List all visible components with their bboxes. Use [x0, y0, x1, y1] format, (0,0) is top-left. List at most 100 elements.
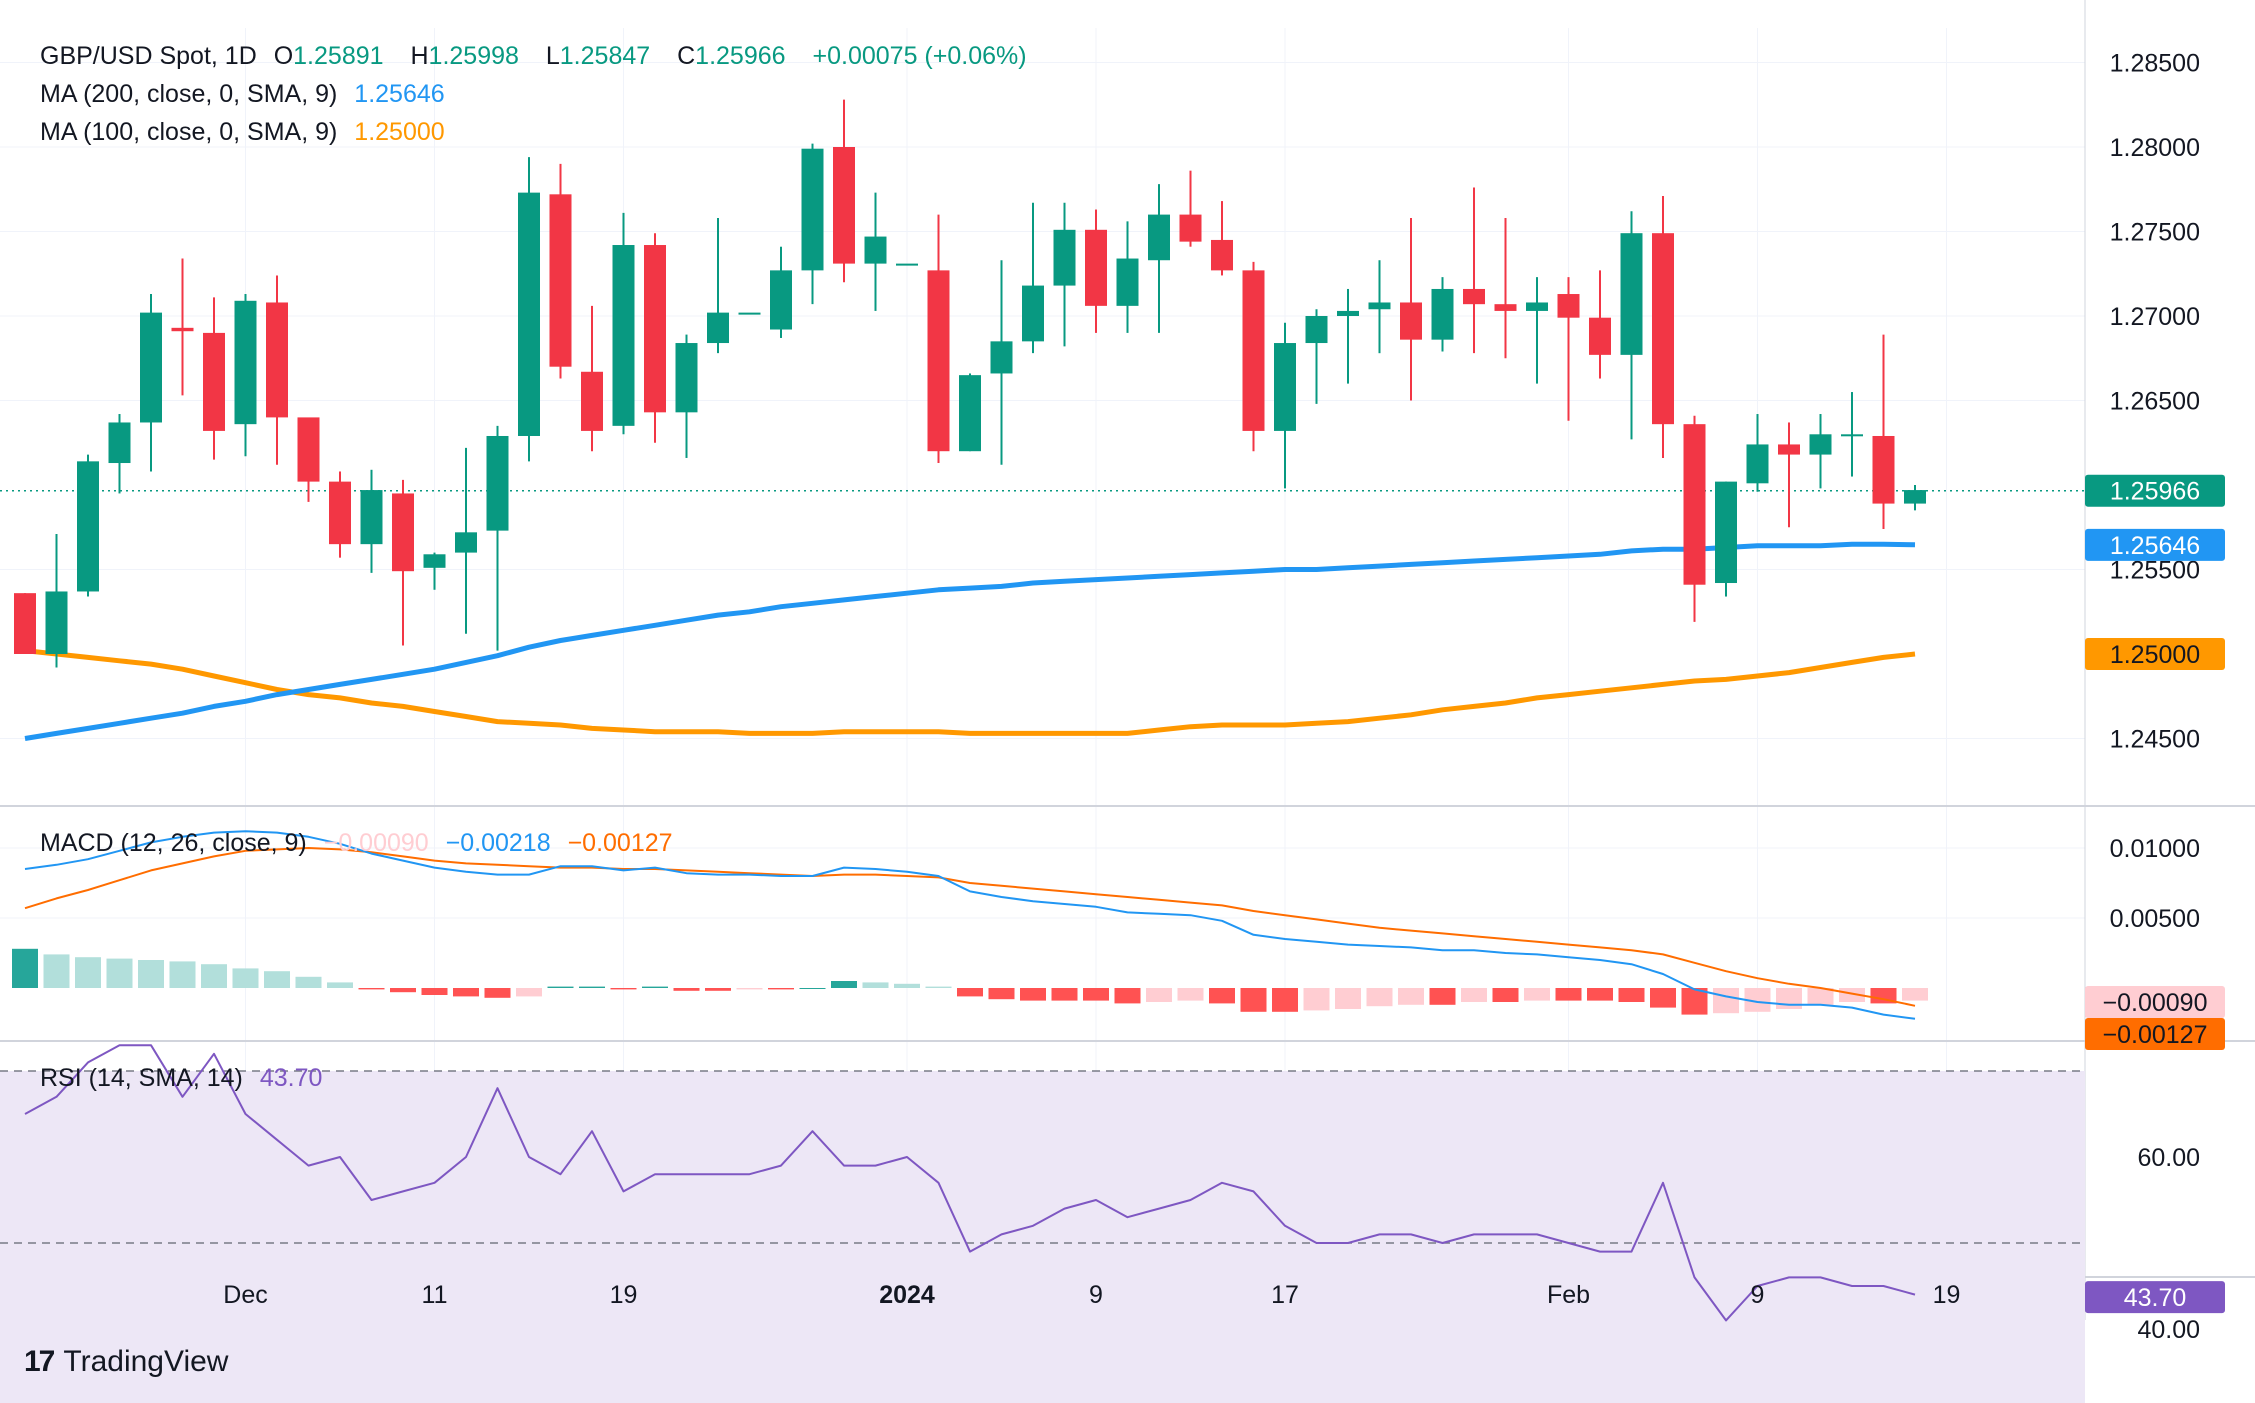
candle-body[interactable]	[1526, 302, 1548, 311]
macd-histogram-bar	[12, 948, 38, 988]
macd-histogram-bar	[453, 988, 479, 997]
candle-body[interactable]	[1904, 490, 1926, 504]
candle-body[interactable]	[959, 375, 981, 452]
x-tick-label: 2024	[879, 1281, 935, 1309]
candle-body[interactable]	[1242, 270, 1265, 431]
candle-body[interactable]	[1179, 214, 1202, 242]
macd-histogram-bar	[1366, 988, 1393, 1007]
candle-body[interactable]	[990, 341, 1013, 374]
macd-line	[24, 830, 1916, 1020]
macd-histogram-bar	[1240, 988, 1267, 1012]
candle-body[interactable]	[1053, 229, 1076, 286]
candle-body[interactable]	[1620, 233, 1643, 355]
candle-body[interactable]	[297, 417, 320, 482]
rsi-band	[0, 1071, 2085, 1403]
candle-body[interactable]	[1431, 288, 1454, 340]
candle-body[interactable]	[140, 312, 162, 423]
candle-body[interactable]	[707, 312, 729, 344]
candle-body[interactable]	[203, 332, 225, 431]
candle-body[interactable]	[486, 435, 509, 531]
candle-body[interactable]	[801, 148, 824, 271]
candle-body[interactable]	[1022, 285, 1044, 342]
macd-histogram-bar	[705, 988, 731, 991]
candle-body[interactable]	[1746, 444, 1769, 484]
macd-histogram-bar	[1335, 988, 1361, 1009]
candle-body[interactable]	[108, 422, 131, 464]
macd-histogram-tag-bg	[2085, 986, 2225, 1018]
candle-body[interactable]	[644, 245, 666, 413]
price-y-tick-label: 1.28000	[2110, 134, 2200, 162]
candle-body[interactable]	[1715, 481, 1737, 584]
candle-body[interactable]	[1305, 316, 1328, 344]
macd-histogram-bar	[768, 988, 794, 990]
symbol-label: GBP/USD Spot, 1D	[40, 42, 257, 70]
candle-body[interactable]	[1148, 214, 1170, 261]
candle-body[interactable]	[360, 490, 383, 545]
candle-body[interactable]	[455, 532, 477, 553]
tradingview-logo[interactable]: 17 TradingView	[24, 1345, 228, 1379]
candle-body[interactable]	[581, 371, 603, 431]
candle-body[interactable]	[1368, 302, 1391, 310]
candle-body[interactable]	[1400, 302, 1422, 340]
candle-body[interactable]	[77, 461, 99, 592]
candle-body[interactable]	[833, 147, 855, 264]
ma100-legend: MA (100, close, 0, SMA, 9) 1.25000	[40, 118, 455, 147]
candle-body[interactable]	[675, 343, 698, 413]
candle-body[interactable]	[1589, 317, 1611, 355]
rsi-value-tag-bg	[2085, 1281, 2225, 1314]
macd-y-tick-label: 0.01000	[2110, 835, 2200, 863]
macd-histogram-bar	[1461, 988, 1487, 1002]
macd-histogram-bar	[1020, 988, 1046, 1001]
candle-body[interactable]	[45, 591, 68, 654]
candle-body[interactable]	[1211, 239, 1233, 271]
macd-histogram-bar	[484, 988, 511, 998]
candle-body[interactable]	[234, 300, 257, 425]
ma200-legend-value: 1.25646	[354, 80, 445, 108]
candle-body[interactable]	[864, 236, 887, 264]
macd-histogram-bar	[516, 988, 542, 997]
macd-histogram-bar	[1177, 988, 1204, 1001]
ma100-line	[24, 648, 1916, 736]
ma200-legend: MA (200, close, 0, SMA, 9) 1.25646	[40, 80, 455, 109]
candle-body[interactable]	[329, 481, 351, 545]
candle-body[interactable]	[896, 263, 918, 266]
x-tick-label: Dec	[223, 1281, 267, 1309]
candle-body[interactable]	[1809, 434, 1832, 455]
candle-body[interactable]	[1463, 288, 1485, 305]
price-y-tick-label: 1.28500	[2110, 50, 2200, 78]
candle-body[interactable]	[1841, 434, 1863, 437]
candle-body[interactable]	[392, 493, 414, 572]
macd-histogram-bar	[1681, 988, 1708, 1015]
candle-body[interactable]	[1652, 233, 1674, 425]
candle-body[interactable]	[738, 312, 761, 315]
candle-body[interactable]	[1683, 424, 1706, 585]
macd-histogram-bar	[1555, 988, 1582, 1001]
candle-body[interactable]	[171, 327, 194, 332]
candle-body[interactable]	[1778, 444, 1800, 455]
price-y-tick-label: 1.27500	[2110, 219, 2200, 247]
candle-body[interactable]	[1085, 229, 1107, 306]
candle-body[interactable]	[1337, 310, 1359, 316]
candle-body[interactable]	[14, 593, 36, 654]
candle-body[interactable]	[423, 554, 446, 568]
candle-body[interactable]	[549, 194, 572, 367]
macd-histogram-bar	[799, 988, 826, 989]
macd-histogram-bar	[831, 981, 857, 988]
price-legend: GBP/USD Spot, 1D O1.25891 H1.25998 L1.25…	[40, 42, 1037, 71]
candle-body[interactable]	[1557, 294, 1580, 318]
candle-body[interactable]	[1274, 343, 1296, 431]
last-price-tag: 1.25966	[2110, 478, 2200, 506]
candle-body[interactable]	[612, 245, 635, 426]
macd-histogram-bar	[1744, 988, 1771, 1012]
candle-body[interactable]	[770, 270, 792, 330]
price-y-tick-label: 1.25500	[2110, 557, 2200, 585]
candle-body[interactable]	[1116, 258, 1139, 306]
macd-histogram-bar	[1492, 988, 1519, 1002]
candle-body[interactable]	[518, 192, 540, 436]
candle-body[interactable]	[927, 270, 950, 452]
candle-body[interactable]	[1872, 435, 1895, 504]
candle-body[interactable]	[1494, 304, 1517, 311]
candle-body[interactable]	[266, 302, 288, 418]
